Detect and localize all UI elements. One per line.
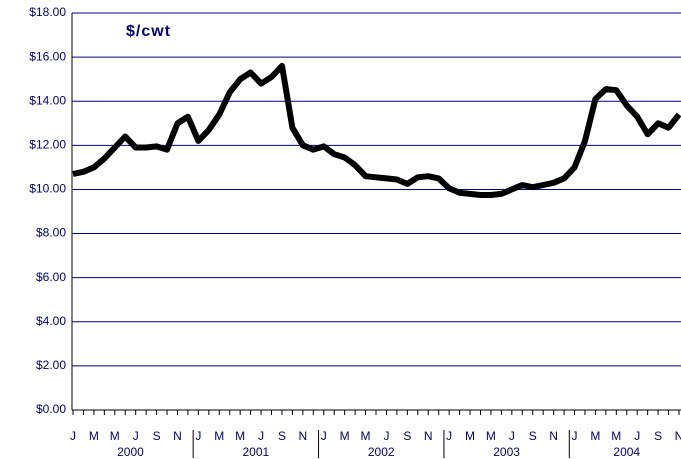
x-tick-label: J [70,429,76,443]
x-tick-label: N [424,429,433,443]
x-tick-label: M [486,429,496,443]
x-tick-label: J [572,429,578,443]
x-tick-label: N [675,429,681,443]
x-tick-label: N [173,429,182,443]
x-tick-label: N [299,429,308,443]
x-tick-label: S [153,429,161,443]
year-label: 2000 [117,445,144,459]
x-tick-label: M [110,429,120,443]
year-label: 2002 [368,445,395,459]
x-tick-label: M [611,429,621,443]
x-tick-label: S [403,429,411,443]
x-tick-label: J [446,429,452,443]
x-tick-label: M [89,429,99,443]
year-label: 2003 [493,445,520,459]
y-tick-label: $14.00 [29,93,66,107]
x-tick-label: J [195,429,201,443]
x-tick-label: M [465,429,475,443]
y-tick-label: $4.00 [36,314,66,328]
x-tick-label: J [383,429,389,443]
x-tick-label: S [278,429,286,443]
y-tick-label: $2.00 [36,358,66,372]
x-tick-label: N [549,429,558,443]
y-tick-label: $12.00 [29,138,66,152]
y-tick-label: $8.00 [36,226,66,240]
x-tick-label: J [509,429,515,443]
x-tick-label: M [214,429,224,443]
x-tick-label: M [235,429,245,443]
price-line [72,62,681,198]
y-tick-label: $6.00 [36,270,66,284]
x-tick-label: J [321,429,327,443]
year-label: 2001 [242,445,269,459]
x-tick-label: M [361,429,371,443]
x-tick-label: M [590,429,600,443]
y-tick-label: $18.00 [29,5,66,19]
year-label: 2004 [613,445,640,459]
y-tick-label: $16.00 [29,49,66,63]
x-tick-label: S [529,429,537,443]
x-tick-label: J [634,429,640,443]
x-tick-label: S [654,429,662,443]
x-tick-label: J [258,429,264,443]
y-tick-label: $0.00 [36,402,66,416]
y-tick-label: $10.00 [29,182,66,196]
unit-annotation: $/cwt [126,23,171,40]
x-tick-label: M [340,429,350,443]
x-tick-label: J [133,429,139,443]
